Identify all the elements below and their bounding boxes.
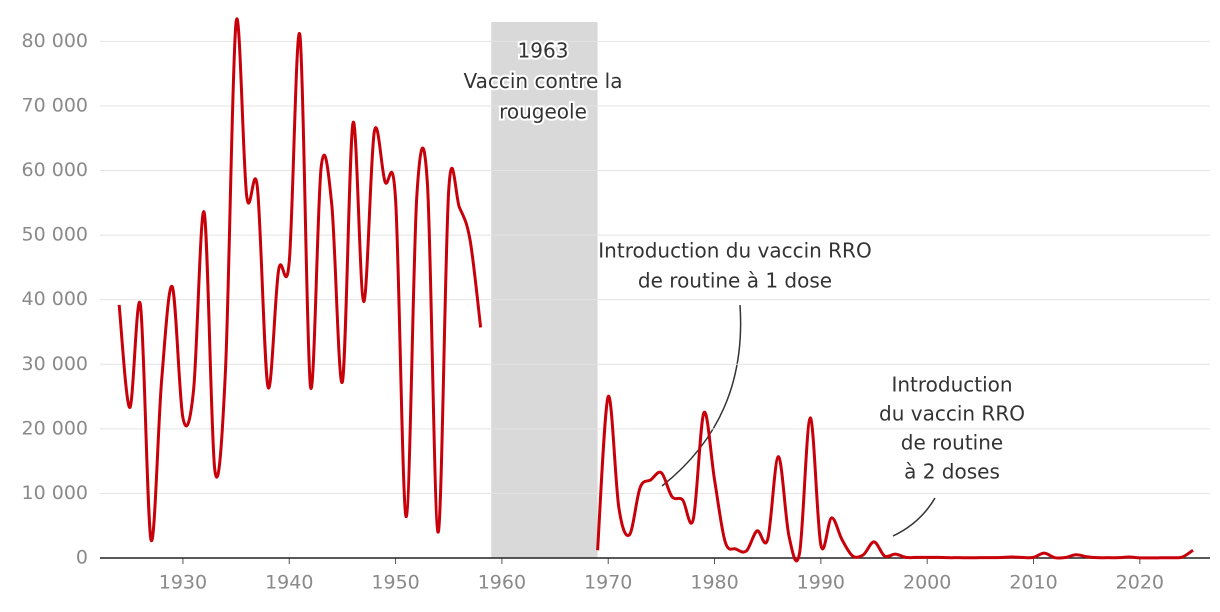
annotation: rougeole <box>499 100 587 124</box>
y-tick-label: 0 <box>76 547 88 569</box>
annotation-arrow <box>661 304 742 487</box>
y-tick-label: 20 000 <box>22 417 88 439</box>
x-tick-label: 1960 <box>478 572 526 594</box>
x-tick-label: 1930 <box>159 572 207 594</box>
annotation: de routine à 1 dose <box>638 269 832 293</box>
annotation: de routine <box>901 431 1003 455</box>
annotation: Introduction <box>891 373 1012 397</box>
x-tick-label: 1980 <box>690 572 738 594</box>
annotation: 1963 <box>518 39 569 63</box>
shaded-span <box>491 22 598 558</box>
x-tick-label: 2000 <box>903 572 951 594</box>
annotation: à 2 doses <box>904 460 1000 484</box>
x-tick-label: 2010 <box>1009 572 1057 594</box>
x-tick-label: 1950 <box>371 572 419 594</box>
x-tick-label: 2020 <box>1116 572 1164 594</box>
data-line <box>117 17 483 542</box>
x-tick-label: 1970 <box>584 572 632 594</box>
x-tick-label: 1940 <box>265 572 313 594</box>
annotation: Vaccin contre la <box>464 69 623 93</box>
annotation: Introduction du vaccin RRO <box>598 239 871 263</box>
annotation: du vaccin RRO <box>879 402 1025 426</box>
y-tick-label: 30 000 <box>22 353 88 375</box>
data-line <box>596 395 1194 563</box>
x-tick-label: 1990 <box>797 572 845 594</box>
y-tick-label: 40 000 <box>22 288 88 310</box>
y-tick-label: 50 000 <box>22 224 88 246</box>
y-tick-label: 10 000 <box>22 482 88 504</box>
annotation-arrow <box>892 497 936 537</box>
y-tick-label: 70 000 <box>22 94 88 116</box>
y-tick-label: 60 000 <box>22 159 88 181</box>
y-tick-label: 80 000 <box>22 30 88 52</box>
